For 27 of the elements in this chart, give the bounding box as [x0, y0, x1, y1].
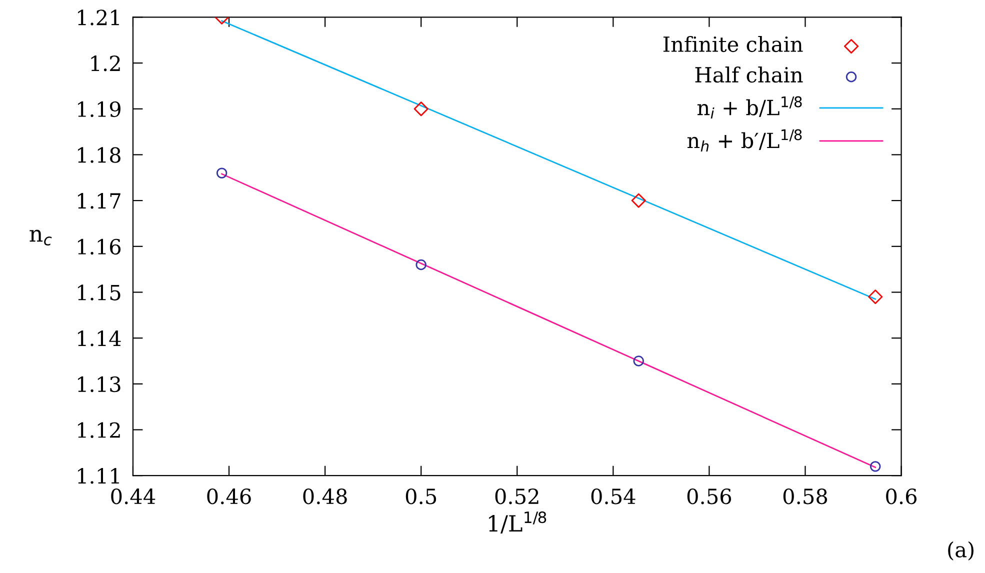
legend-label: n$_{h}$ + b′/L$^{1/8}$: [687, 129, 802, 152]
y-axis-title: n$_{c}$: [30, 230, 52, 246]
x-tick-label: 0.54: [591, 488, 636, 504]
x-tick-label: 0.5: [406, 488, 436, 504]
legend-label: Half chain: [695, 66, 803, 83]
x-tick-label: 0.52: [495, 488, 538, 504]
x-tick-label: 0.58: [783, 488, 828, 504]
legend-label: n$_{i}$ + b/L$^{1/8}$: [697, 96, 802, 119]
y-tick-label: 1.19: [78, 101, 120, 118]
legend-label: Infinite chain: [663, 36, 803, 52]
y-tick-label: 1.17: [78, 193, 120, 209]
y-tick-label: 1.11: [78, 468, 119, 484]
y-tick-label: 1.18: [78, 147, 120, 163]
y-tick-label: 1.21: [78, 10, 119, 26]
x-tick-label: 0.48: [303, 488, 347, 504]
x-tick-label: 0.46: [207, 488, 251, 504]
y-tick-label: 1.12: [78, 422, 120, 438]
y-tick-label: 1.13: [78, 376, 120, 392]
y-tick-label: 1.2: [91, 55, 120, 72]
y-tick-label: 1.14: [78, 330, 121, 346]
x-axis-title: 1/L$^{1/8}$: [489, 511, 546, 534]
y-tick-label: 1.16: [78, 238, 121, 255]
y-tick-label: 1.15: [78, 284, 120, 300]
x-tick-label: 0.56: [687, 488, 732, 504]
x-tick-label: 0.6: [886, 488, 917, 504]
text: (a): [948, 541, 974, 560]
x-tick-label: 0.44: [111, 488, 156, 504]
